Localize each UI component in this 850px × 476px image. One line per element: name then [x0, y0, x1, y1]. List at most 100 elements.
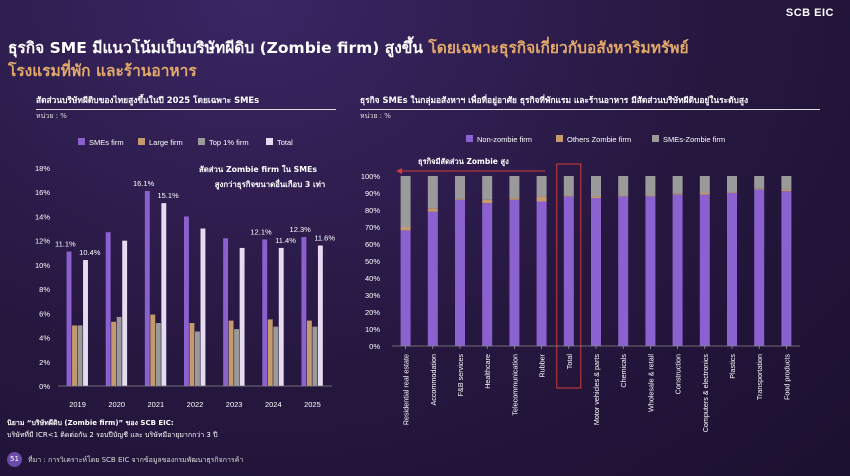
- title-part-1: ธุรกิจ SME มีแนวโน้มเป็นบริษัทผีดิบ (Zom…: [8, 39, 424, 57]
- stack-smes-zombie-firm-wholesale-retail: [645, 176, 656, 196]
- bar-large-firm-2019: [72, 325, 77, 386]
- y-tick-label: 4%: [39, 334, 50, 343]
- y-tick-label: 6%: [39, 309, 50, 318]
- x-tick-label: Wholesale & retail: [646, 354, 655, 412]
- bar-smes-firm-2023: [223, 238, 229, 386]
- stack-smes-zombie-firm-accommodation: [427, 176, 438, 209]
- legend-label-1: Large firm: [149, 138, 183, 147]
- annotation-arrow-head: [396, 168, 402, 174]
- data-label: 11.1%: [55, 240, 76, 249]
- stack-smes-zombie-firm-healthcare: [482, 176, 493, 200]
- annotation-line-2: สูงกว่าธุรกิจขนาดอื่นเกือบ 3 เท่า: [215, 178, 325, 190]
- stack-smes-zombie-firm-telecommunication: [509, 176, 520, 199]
- y-tick-label: 10%: [35, 261, 50, 270]
- bar-total-2020: [122, 240, 128, 386]
- x-tick-label: F&B services: [456, 354, 465, 397]
- bar-large-firm-2024: [267, 319, 273, 386]
- right-chart-unit: หน่วย : %: [360, 112, 391, 120]
- annotation-line-1: สัดส่วน Zombie firm ใน SMEs: [199, 164, 317, 174]
- stack-others-zombie-firm-f-b-services: [455, 198, 465, 200]
- bar-top-1-firm-2022: [195, 331, 200, 386]
- data-label: 12.1%: [250, 227, 272, 236]
- stack-others-zombie-firm-total: [563, 195, 574, 197]
- x-tick-label: Healthcare: [483, 354, 492, 389]
- stack-smes-zombie-firm-food-products: [781, 176, 792, 190]
- x-tick-label: 2024: [265, 400, 282, 409]
- bar-smes-firm-2020: [105, 232, 111, 386]
- stack-others-zombie-firm-wholesale-retail: [645, 195, 656, 197]
- scb-eic-logo: SCB EIC: [785, 7, 834, 19]
- bar-smes-firm-2019: [66, 251, 72, 386]
- left-chart-subtitle: สัดส่วนบริษัทผีดิบของไทยสูงขึ้นในปี 2025…: [36, 93, 336, 110]
- y-tick-label: 30%: [365, 291, 380, 300]
- stack-non-zombie-firm-residential-real-estate: [400, 230, 411, 346]
- stack-smes-zombie-firm-total: [563, 176, 574, 196]
- title-part-3: โรงแรมที่พัก และร้านอาหาร: [8, 62, 197, 80]
- y-tick-label: 14%: [35, 212, 50, 221]
- x-tick-label: Plastics: [728, 354, 737, 379]
- stack-non-zombie-firm-food-products: [781, 191, 792, 346]
- x-tick-label: 2023: [226, 400, 243, 409]
- stack-smes-zombie-firm-f-b-services: [455, 176, 465, 199]
- stack-smes-zombie-firm-residential-real-estate: [400, 176, 411, 227]
- y-tick-label: 0%: [39, 382, 50, 391]
- stack-non-zombie-firm-f-b-services: [455, 199, 465, 346]
- stack-others-zombie-firm-motor-vehicles-parts: [591, 196, 601, 199]
- x-tick-label: Chemicals: [619, 354, 628, 388]
- stack-smes-zombie-firm-plastics: [727, 176, 737, 193]
- stack-non-zombie-firm-chemicals: [618, 196, 629, 346]
- stack-others-zombie-firm-chemicals: [618, 195, 629, 197]
- footnote-definition-text: บริษัทที่มี ICR<1 ติดต่อกัน 2 รอบปีบัญชี…: [7, 431, 218, 439]
- y-tick-label: 12%: [35, 237, 50, 246]
- x-tick-label: 2021: [148, 400, 165, 409]
- stack-non-zombie-firm-computers-electronics: [699, 194, 710, 346]
- data-label: 12.3%: [290, 225, 312, 234]
- data-label: 10.4%: [79, 248, 101, 257]
- stack-smes-zombie-firm-rubber: [536, 176, 547, 197]
- page-title: ธุรกิจ SME มีแนวโน้มเป็นบริษัทผีดิบ (Zom…: [8, 37, 828, 83]
- bar-top-1-firm-2019: [77, 325, 83, 386]
- data-label: 11.4%: [275, 236, 296, 245]
- data-label: 15.1%: [157, 191, 179, 200]
- bar-top-1-firm-2024: [273, 326, 279, 386]
- y-tick-label: 18%: [35, 164, 50, 173]
- x-tick-label: Accommodation: [429, 354, 438, 406]
- bar-top-1-firm-2020: [116, 316, 122, 386]
- legend-label-0: SMEs firm: [89, 138, 124, 147]
- x-tick-label: 2020: [108, 400, 125, 409]
- bar-smes-firm-2025: [301, 237, 307, 386]
- legend-label-0: Non-zombie firm: [477, 135, 532, 144]
- title-part-2: โดยเฉพาะธุรกิจเกี่ยวกับอสังหาริมทรัพย์: [428, 39, 689, 57]
- y-tick-label: 60%: [365, 240, 380, 249]
- stack-non-zombie-firm-motor-vehicles-parts: [591, 198, 601, 346]
- legend-label-2: Top 1% firm: [209, 138, 249, 147]
- legend-swatch-1: [138, 138, 145, 145]
- stack-non-zombie-firm-total: [563, 196, 574, 346]
- x-tick-label: Rubber: [538, 353, 547, 377]
- data-label: 11.6%: [314, 234, 335, 243]
- stack-smes-zombie-firm-chemicals: [618, 176, 629, 196]
- stack-others-zombie-firm-plastics: [727, 192, 737, 193]
- stack-others-zombie-firm-healthcare: [482, 199, 493, 204]
- y-tick-label: 10%: [365, 325, 380, 334]
- x-tick-label: Construction: [674, 354, 683, 394]
- y-tick-label: 90%: [365, 189, 380, 198]
- legend-swatch-0: [78, 138, 85, 145]
- stack-smes-zombie-firm-construction: [672, 176, 683, 194]
- stack-non-zombie-firm-rubber: [536, 201, 547, 346]
- stack-others-zombie-firm-telecommunication: [509, 198, 520, 200]
- y-tick-label: 50%: [365, 257, 380, 266]
- y-tick-label: 16%: [35, 188, 50, 197]
- stack-non-zombie-firm-plastics: [727, 193, 737, 346]
- bar-large-firm-2023: [228, 320, 234, 386]
- annotation-text: ธุรกิจมีสัดส่วน Zombie สูง: [418, 157, 509, 167]
- y-tick-label: 40%: [365, 274, 380, 283]
- x-tick-label: 2025: [304, 400, 321, 409]
- legend-swatch-0: [466, 135, 473, 142]
- stack-others-zombie-firm-rubber: [536, 196, 547, 202]
- data-label: 16.1%: [133, 179, 155, 188]
- bar-top-1-firm-2021: [155, 323, 161, 386]
- y-tick-label: 70%: [365, 223, 380, 232]
- bar-large-firm-2025: [306, 320, 312, 386]
- bar-total-2024: [278, 247, 284, 386]
